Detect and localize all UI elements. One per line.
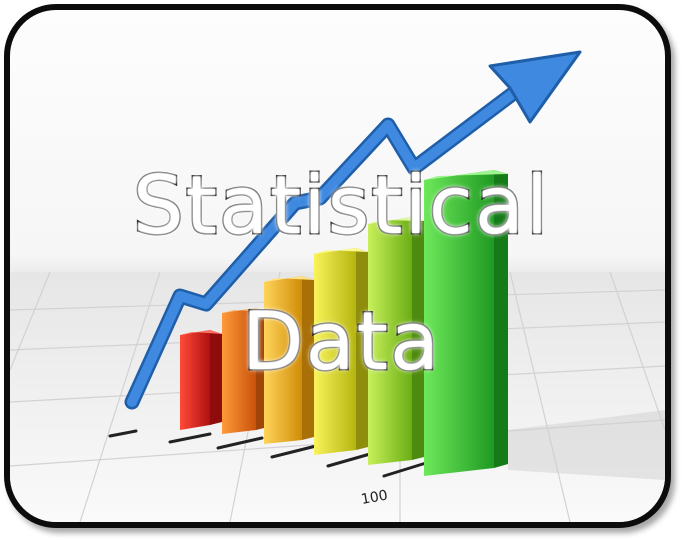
axis-label: 100 bbox=[360, 488, 389, 508]
title-line-2: Data bbox=[240, 295, 441, 388]
bar-amber bbox=[264, 276, 314, 444]
bar-lime bbox=[368, 217, 424, 465]
image-frame: 100 bbox=[4, 4, 671, 528]
bar-red bbox=[180, 330, 222, 430]
chart-graphic: 100 bbox=[10, 50, 665, 522]
axis-ticks bbox=[108, 429, 428, 478]
chart-illustration: 100 bbox=[10, 10, 665, 522]
bar-shadow bbox=[508, 410, 665, 480]
trend-arrow-head-icon bbox=[488, 50, 582, 124]
bar-green bbox=[424, 170, 508, 476]
bar-yellow bbox=[314, 248, 368, 455]
title-line-1: Statistical bbox=[131, 159, 551, 252]
trend-arrow bbox=[127, 87, 520, 407]
